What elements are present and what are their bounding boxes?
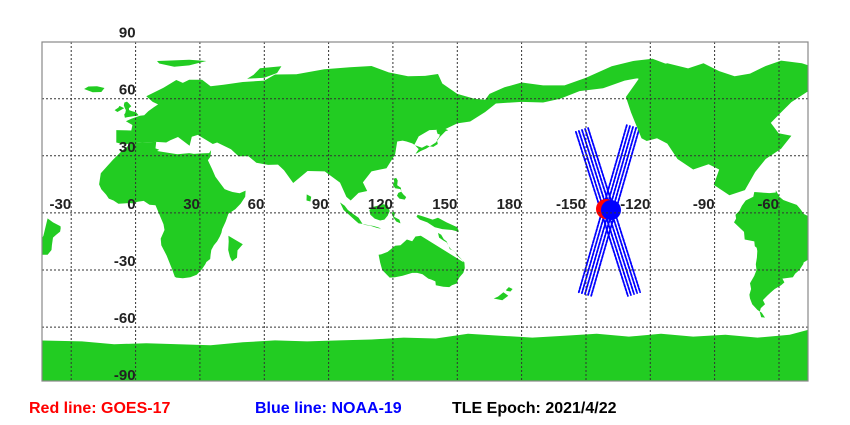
svg-text:-90: -90 xyxy=(114,367,136,384)
svg-text:-30: -30 xyxy=(114,253,136,270)
svg-text:-90: -90 xyxy=(693,196,715,213)
svg-text:60: 60 xyxy=(248,196,265,213)
svg-text:TLE Epoch: 2021/4/22: TLE Epoch: 2021/4/22 xyxy=(452,400,617,417)
svg-text:-120: -120 xyxy=(620,196,650,213)
svg-text:0: 0 xyxy=(127,196,135,213)
svg-text:120: 120 xyxy=(368,196,393,213)
svg-text:60: 60 xyxy=(119,82,136,99)
svg-text:90: 90 xyxy=(312,196,329,213)
svg-text:-150: -150 xyxy=(556,196,586,213)
svg-text:30: 30 xyxy=(119,139,136,156)
svg-text:30: 30 xyxy=(183,196,200,213)
svg-text:150: 150 xyxy=(432,196,457,213)
svg-text:-30: -30 xyxy=(50,196,72,213)
svg-text:90: 90 xyxy=(119,25,136,42)
svg-text:Blue line: NOAA-19: Blue line: NOAA-19 xyxy=(255,400,402,417)
svg-text:180: 180 xyxy=(497,196,522,213)
svg-text:-60: -60 xyxy=(757,196,779,213)
svg-text:-60: -60 xyxy=(114,310,136,327)
svg-text:Red line: GOES-17: Red line: GOES-17 xyxy=(29,400,170,417)
